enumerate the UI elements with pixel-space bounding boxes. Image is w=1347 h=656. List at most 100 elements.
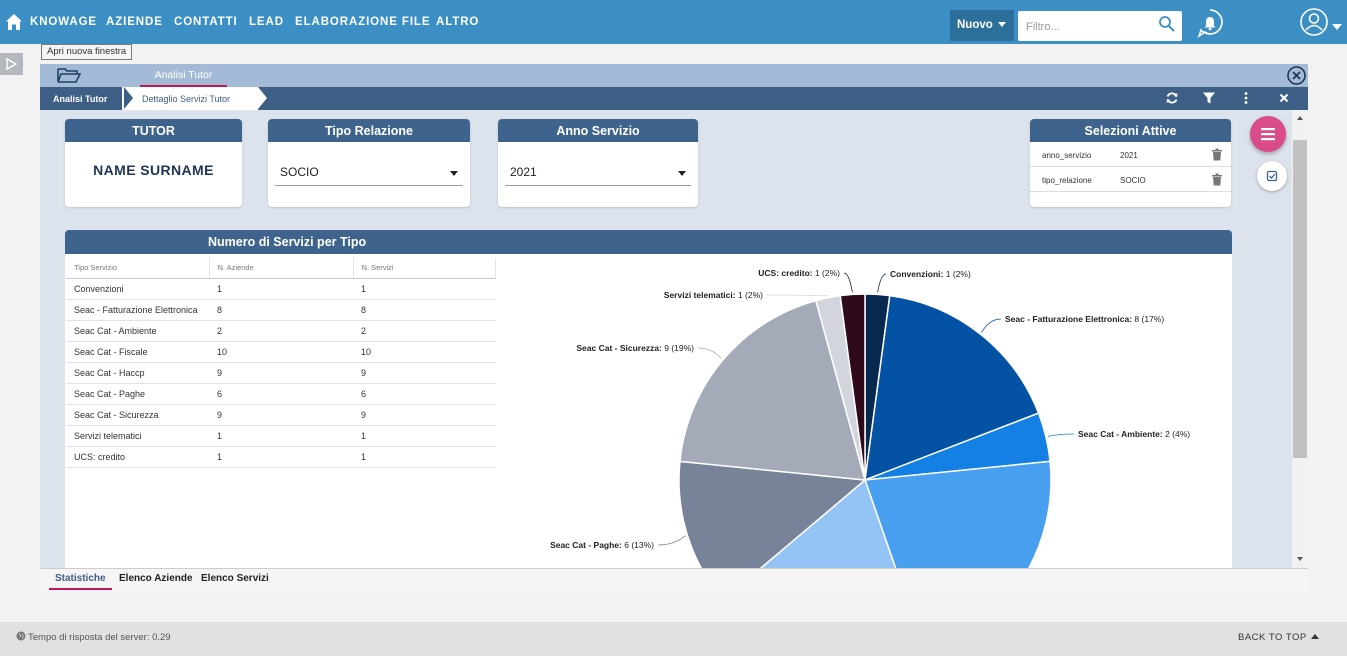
pie-label-ucs-credito: UCS: credito: 1 (2%): [758, 268, 840, 278]
more-vertical-icon[interactable]: [1239, 91, 1253, 105]
label-connector: [877, 273, 887, 293]
server-response-time: Tempo di risposta del server: 0.29: [28, 632, 171, 643]
cell: 10: [353, 341, 496, 363]
pie-label-seac-cat-ambiente: Seac Cat - Ambiente: 2 (4%): [1078, 429, 1190, 439]
cell: 1: [209, 278, 353, 300]
checkbox-icon: [1266, 170, 1278, 182]
folder-open-icon[interactable]: [57, 66, 81, 84]
pie-slice-seac-cat-paghe[interactable]: [678, 460, 867, 568]
scrollbar-thumb[interactable]: [1293, 140, 1307, 458]
tab-statistiche[interactable]: Statistiche: [49, 573, 112, 590]
table-row[interactable]: Seac Cat - Haccp 9 9: [66, 362, 496, 384]
nav-item-lead[interactable]: LEAD: [249, 16, 284, 28]
cell: 9: [353, 404, 496, 426]
table-row[interactable]: Seac Cat - Fiscale 10 10: [66, 341, 496, 363]
cell: 1: [353, 446, 496, 468]
back-to-top-link[interactable]: BACK TO TOP: [1238, 632, 1319, 643]
pie-slice-seac-cat-sicurezza[interactable]: [679, 299, 867, 481]
services-table: Tipo Servizio N. Aziende N. Servizi Conv…: [66, 258, 496, 468]
refresh-icon[interactable]: [1165, 91, 1179, 105]
cell: 2: [209, 320, 353, 342]
pie-label-seac-cat-sicurezza: Seac Cat - Sicurezza: 9 (19%): [576, 343, 694, 353]
back-to-top-label: BACK TO TOP: [1238, 632, 1307, 643]
column-header[interactable]: N. Servizi: [353, 258, 496, 279]
user-menu-caret-icon[interactable]: [1332, 24, 1342, 30]
trash-icon[interactable]: [1211, 148, 1223, 161]
nav-item-knowage[interactable]: KNOWAGE: [30, 16, 97, 28]
close-icon[interactable]: [1277, 91, 1291, 105]
pie-label-seac-fatturazione-elettronica: Seac - Fatturazione Elettronica: 8 (17%): [1005, 314, 1164, 324]
cell: 2: [353, 320, 496, 342]
play-triangle-icon: [6, 57, 18, 71]
anno-servizio-value: 2021: [510, 165, 537, 179]
cell: Seac Cat - Haccp: [66, 362, 209, 384]
pie-slice-ucs-credito[interactable]: [839, 293, 866, 481]
cell: 9: [353, 362, 496, 384]
cell: 1: [209, 425, 353, 447]
cell: 6: [209, 383, 353, 405]
column-header[interactable]: N. Aziende: [209, 258, 354, 279]
pie-slice-seac-fatturazione-elettronica[interactable]: [864, 294, 1040, 482]
bell-icon[interactable]: [1196, 8, 1224, 38]
user-avatar-icon[interactable]: [1299, 7, 1329, 37]
selection-value: SOCIO: [1120, 176, 1146, 185]
vertical-scrollbar[interactable]: [1292, 110, 1308, 568]
tab-elenco-servizi[interactable]: Elenco Servizi: [201, 573, 269, 584]
cell: Convenzioni: [66, 278, 209, 300]
anno-servizio-card: Anno Servizio 2021: [498, 119, 698, 207]
breadcrumb-dettaglio[interactable]: Dettaglio Servizi Tutor: [122, 87, 258, 110]
menu-fab-button[interactable]: [1250, 116, 1286, 152]
active-selections-card: Selezioni Attive anno_servizio 2021 tipo…: [1030, 119, 1231, 207]
column-header[interactable]: Tipo Servizio: [66, 258, 210, 279]
table-row[interactable]: Seac - Fatturazione Elettronica 8 8: [66, 299, 496, 321]
scroll-down-arrow-icon[interactable]: [1297, 557, 1303, 561]
label-connector: [981, 318, 1002, 333]
pie-slice-seac-cat-fiscale[interactable]: [863, 460, 1052, 568]
sheet-tabs: Statistiche Elenco Aziende Elenco Serviz…: [40, 568, 1308, 592]
cell: Seac - Fatturazione Elettronica: [66, 299, 209, 321]
cell: Seac Cat - Paghe: [66, 383, 209, 405]
selection-fab-button[interactable]: [1257, 161, 1287, 191]
filter-box: [1018, 11, 1182, 41]
tab-analisi-tutor[interactable]: Analisi Tutor: [140, 64, 227, 87]
anno-servizio-select[interactable]: 2021: [505, 159, 691, 186]
active-selections-title: Selezioni Attive: [1030, 119, 1231, 142]
breadcrumb-analisi[interactable]: Analisi Tutor: [53, 94, 108, 104]
breadcrumb-arrow: [124, 87, 133, 109]
hamburger-icon: [1261, 128, 1275, 141]
globe-icon: [16, 631, 26, 641]
table-row[interactable]: Seac Cat - Sicurezza 9 9: [66, 404, 496, 426]
sidebar-toggle-button[interactable]: [0, 53, 23, 75]
nav-item-elaborazione-file[interactable]: ELABORAZIONE FILE: [295, 16, 431, 28]
nav-item-altro[interactable]: ALTRO: [436, 16, 480, 28]
search-icon[interactable]: [1158, 15, 1176, 33]
new-dropdown-button[interactable]: Nuovo: [950, 10, 1014, 41]
tipo-relazione-select[interactable]: SOCIO: [275, 159, 463, 186]
services-widget: Numero di Servizi per Tipo Tipo Servizio…: [65, 230, 1232, 568]
tooltip: Apri nuova finestra: [41, 44, 133, 60]
cell: Seac Cat - Fiscale: [66, 341, 209, 363]
pie-slice-seac-cat-haccp[interactable]: [723, 478, 926, 568]
tab-elenco-aziende[interactable]: Elenco Aziende: [119, 573, 193, 584]
table-row[interactable]: Seac Cat - Paghe 6 6: [66, 383, 496, 405]
filter-input[interactable]: [1026, 18, 1151, 36]
table-row[interactable]: Convenzioni 1 1: [66, 278, 496, 300]
selection-value: 2021: [1120, 151, 1138, 160]
cell: 1: [353, 278, 496, 300]
home-icon[interactable]: [5, 13, 23, 31]
caret-down-icon: [450, 171, 458, 176]
filter-funnel-icon[interactable]: [1202, 91, 1216, 105]
breadcrumb-arrow: [258, 87, 267, 109]
table-row[interactable]: Seac Cat - Ambiente 2 2: [66, 320, 496, 342]
table-row[interactable]: Servizi telematici 1 1: [66, 425, 496, 447]
close-document-icon[interactable]: [1286, 65, 1307, 86]
nav-item-aziende[interactable]: AZIENDE: [106, 16, 163, 28]
tutor-name: NAME SURNAME: [93, 162, 214, 178]
new-button-label: Nuovo: [957, 19, 993, 31]
trash-icon[interactable]: [1211, 173, 1223, 186]
scroll-up-arrow-icon[interactable]: [1297, 116, 1303, 120]
nav-item-contatti[interactable]: CONTATTI: [174, 16, 238, 28]
cell: Seac Cat - Ambiente: [66, 320, 209, 342]
table-row[interactable]: UCS: credito 1 1: [66, 446, 496, 468]
cell: Seac Cat - Sicurezza: [66, 404, 209, 426]
